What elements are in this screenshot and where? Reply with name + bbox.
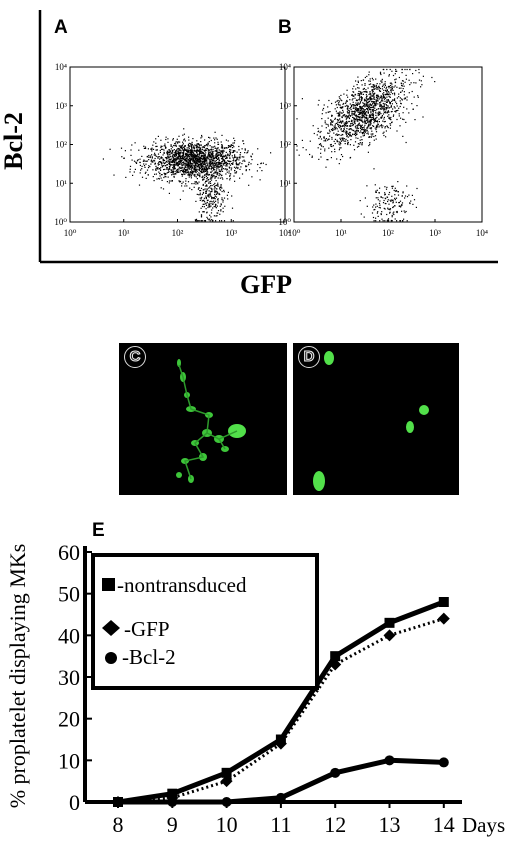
series-2-point (384, 755, 395, 766)
series-0-point (221, 767, 232, 778)
flow-x-axis-label: GFP (240, 270, 292, 299)
series-1-point (383, 629, 396, 642)
series-1-point (274, 737, 287, 750)
micrograph-c-cells (176, 359, 246, 483)
flow-y-axis-label: Bcl-2 (0, 112, 28, 170)
chart-e-x-tick: 9 (167, 812, 178, 837)
scatter-frame-a (69, 66, 286, 223)
micrograph-label-d: D (298, 346, 320, 368)
scatter-a-y-tick: 10¹ (55, 178, 67, 188)
series-1-point (329, 658, 342, 671)
legend-diamond-marker (102, 620, 120, 636)
scatter-b-y-tick: 10² (279, 140, 291, 150)
legend-circle-marker (105, 652, 117, 664)
scatter-a-y-tick: 10³ (55, 101, 67, 111)
scatter-b-y-tick: 10³ (279, 101, 291, 111)
legend-bcl2: -Bcl-2 (122, 645, 176, 669)
series-0-point (384, 617, 395, 628)
panel-label-a: A (54, 17, 68, 38)
chart-e-x-tick: 13 (379, 812, 401, 837)
scatter-a-x-tick: 10¹ (118, 228, 130, 238)
scatter-a-x-tick: 10⁰ (64, 228, 77, 238)
chart-e-x-tick: 14 (433, 812, 455, 837)
scatter-a-y-tick: 10⁰ (54, 217, 67, 227)
scatter-a-x-tick: 10² (172, 228, 184, 238)
micrograph-c: C (119, 343, 287, 495)
line-chart-e: 0 10 20 30 40 50 60 8 9 10 11 12 13 14 -nontransduce… (58, 540, 505, 837)
chart-e-x-tick: 11 (270, 812, 291, 837)
chart-e-legend: -nontransduced -GFP -Bcl-2 (91, 553, 319, 690)
scatter-b-y-tick: 10¹ (279, 178, 291, 188)
scatter-a-x-tick: 10⁴ (279, 228, 291, 238)
chart-e-x-tick: 12 (324, 812, 346, 837)
chart-e-y-tick: 50 (58, 582, 80, 607)
chart-e-x-tick: 10 (216, 812, 238, 837)
micrograph-label-c: C (124, 346, 146, 368)
chart-e-x-tick: 8 (113, 812, 124, 837)
legend-nontransduced: -nontransduced (117, 573, 247, 597)
scatter-b-x-tick: 10² (382, 228, 394, 238)
panel-label-b: B (278, 17, 292, 38)
scatter-a-x-tick: 10³ (225, 228, 237, 238)
chart-e-x-suffix: Days (462, 813, 505, 837)
legend-gfp: -GFP (124, 617, 170, 641)
scatter-b-x-tick: 10³ (429, 228, 441, 238)
scatter-b-x-tick: 10⁰ (288, 228, 301, 238)
chart-e-y-tick: 20 (58, 707, 80, 732)
scatter-b-points (296, 68, 436, 222)
legend-square-marker (102, 578, 115, 591)
scatter-b-x-tick: 10⁴ (476, 228, 488, 238)
series-0-point (438, 597, 449, 607)
scatter-a-y-tick: 10² (55, 140, 67, 150)
scatter-b-y-tick: 10⁰ (278, 217, 291, 227)
series-2-point (438, 757, 449, 768)
scatter-b-y-tick: 10⁴ (279, 62, 291, 72)
chart-e-y-tick: 10 (58, 748, 80, 773)
series-0-point (330, 651, 341, 662)
micrograph-d-cells (313, 351, 429, 491)
chart-e-y-tick: 40 (58, 623, 80, 648)
scatter-a-y-tick: 10⁴ (55, 62, 67, 72)
panel-label-e: E (92, 520, 105, 541)
micrograph-d: D (293, 343, 459, 495)
scatter-b-x-tick: 10¹ (335, 228, 347, 238)
scatter-a-points (102, 128, 272, 222)
series-2-point (330, 767, 341, 778)
chart-e-y-tick: 0 (69, 790, 80, 815)
series-1-point (220, 775, 233, 788)
chart-e-y-tick: 30 (58, 665, 80, 690)
series-1-point (437, 612, 450, 625)
chart-e-y-tick: 60 (58, 540, 80, 565)
